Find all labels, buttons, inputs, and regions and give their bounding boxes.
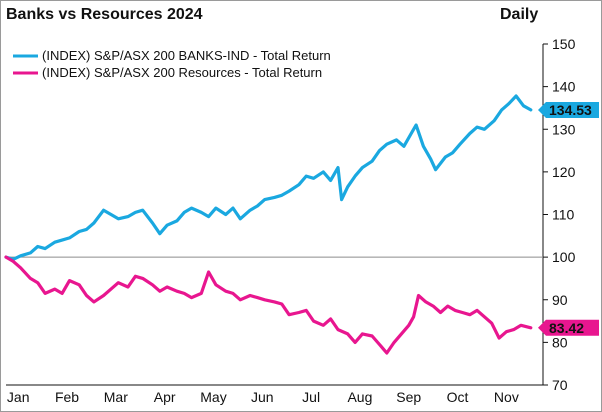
y-tick-label: 80 <box>552 334 568 350</box>
series-line-1 <box>4 94 533 261</box>
x-axis-ticks: Jan Feb Mar Apr May Jun Jul Aug Sep Oct Nov <box>7 389 519 405</box>
series-line-2 <box>4 255 533 355</box>
y-tick-label: 150 <box>552 36 576 52</box>
y-tick-label: 90 <box>552 292 568 308</box>
end-value-marker <box>538 101 599 118</box>
legend-entry: (INDEX) S&P/ASX 200 Resources - Total Re… <box>42 65 322 80</box>
x-tick-label: Nov <box>494 389 519 405</box>
legend: (INDEX) S&P/ASX 200 BANKS-IND - Total Re… <box>13 48 331 80</box>
y-tick-label: 100 <box>552 249 576 265</box>
x-tick-label: Apr <box>154 389 176 405</box>
x-tick-label: Feb <box>55 389 79 405</box>
y-tick-label: 110 <box>552 207 575 223</box>
end-value-label: 134.53 <box>549 102 592 118</box>
x-tick-label: Jan <box>7 389 30 405</box>
chart-title: Banks vs Resources 2024 <box>6 6 203 23</box>
y-tick-label: 70 <box>552 377 568 393</box>
series-lines <box>4 94 533 355</box>
end-value-marker <box>538 319 599 336</box>
x-tick-label: Jul <box>302 389 320 405</box>
y-tick-label: 140 <box>552 79 576 95</box>
frequency-label: Daily <box>500 6 539 23</box>
x-tick-label: Aug <box>347 389 372 405</box>
x-tick-label: May <box>200 389 226 405</box>
x-tick-label: Sep <box>396 389 421 405</box>
x-tick-label: Jun <box>251 389 274 405</box>
end-value-label: 83.42 <box>549 320 584 336</box>
y-axis-ticks: 70 80 90 100 110 120 130 140 150 <box>543 36 576 393</box>
end-value-labels: 134.53 83.42 <box>538 101 599 336</box>
plot-area <box>6 44 543 385</box>
legend-entry: (INDEX) S&P/ASX 200 BANKS-IND - Total Re… <box>42 48 331 63</box>
y-tick-label: 120 <box>552 164 576 180</box>
x-tick-label: Oct <box>447 389 469 405</box>
x-tick-label: Mar <box>104 389 128 405</box>
y-tick-label: 130 <box>552 121 576 137</box>
